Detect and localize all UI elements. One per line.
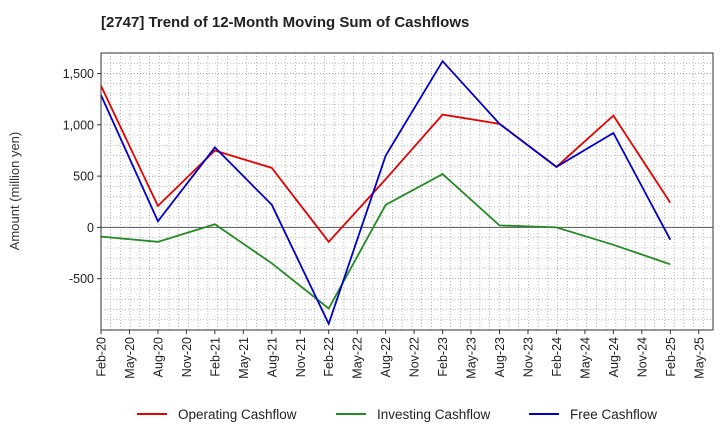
x-tick-label: May-24 [578,337,592,379]
x-tick-label: Nov-21 [294,337,308,377]
chart-title: [2747] Trend of 12-Month Moving Sum of C… [101,14,470,31]
x-tick-label: Feb-22 [322,337,336,377]
y-tick-label: 0 [87,221,94,235]
y-tick-label: 500 [73,170,94,184]
x-tick-label: Aug-24 [607,337,621,377]
legend-label-investing-cashflow: Investing Cashflow [377,407,491,422]
x-tick-labels: Feb-20 May-20 Aug-20 Nov-20 Feb-21 May-21 Aug-… [95,330,706,379]
x-tick-label: Aug-21 [265,337,279,377]
y-tick-label: 1,500 [63,67,94,81]
legend: Operating Cashflow Investing Cashflow Free… [137,407,657,422]
free-cashflow-line [100,59,672,327]
x-tick-label: May-21 [237,337,251,379]
legend-label-operating-cashflow: Operating Cashflow [178,407,297,422]
x-tick-label: Nov-20 [180,337,194,377]
x-tick-label: Nov-24 [635,337,649,377]
x-tick-label: Nov-23 [521,337,535,377]
x-tick-label: Feb-24 [550,337,564,377]
series-layer [100,59,672,327]
operating-cashflow-line [100,85,672,244]
x-tick-label: May-25 [692,337,706,379]
x-tick-label: Feb-21 [208,337,222,377]
x-tick-label: May-22 [351,337,365,379]
x-tick-label: May-23 [465,337,479,379]
x-tick-label: Feb-23 [436,337,450,377]
legend-label-free-cashflow: Free Cashflow [570,407,657,422]
investing-cashflow-line [100,173,671,310]
grid-lines [101,52,713,331]
x-tick-label: Aug-20 [151,337,165,377]
x-tick-label: Feb-25 [664,337,678,377]
y-axis-label: Amount (million yen) [7,132,22,251]
x-tick-label: Feb-20 [95,337,109,377]
plot-frame [100,52,714,331]
x-tick-label: May-20 [123,337,137,379]
y-tick-label: 1,000 [63,118,94,132]
x-tick-label: Aug-22 [379,337,393,377]
y-tick-labels: -500 0 500 1,000 1,500 [63,67,101,286]
x-tick-label: Aug-23 [493,337,507,377]
x-tick-label: Nov-22 [408,337,422,377]
y-tick-label: -500 [69,272,94,286]
